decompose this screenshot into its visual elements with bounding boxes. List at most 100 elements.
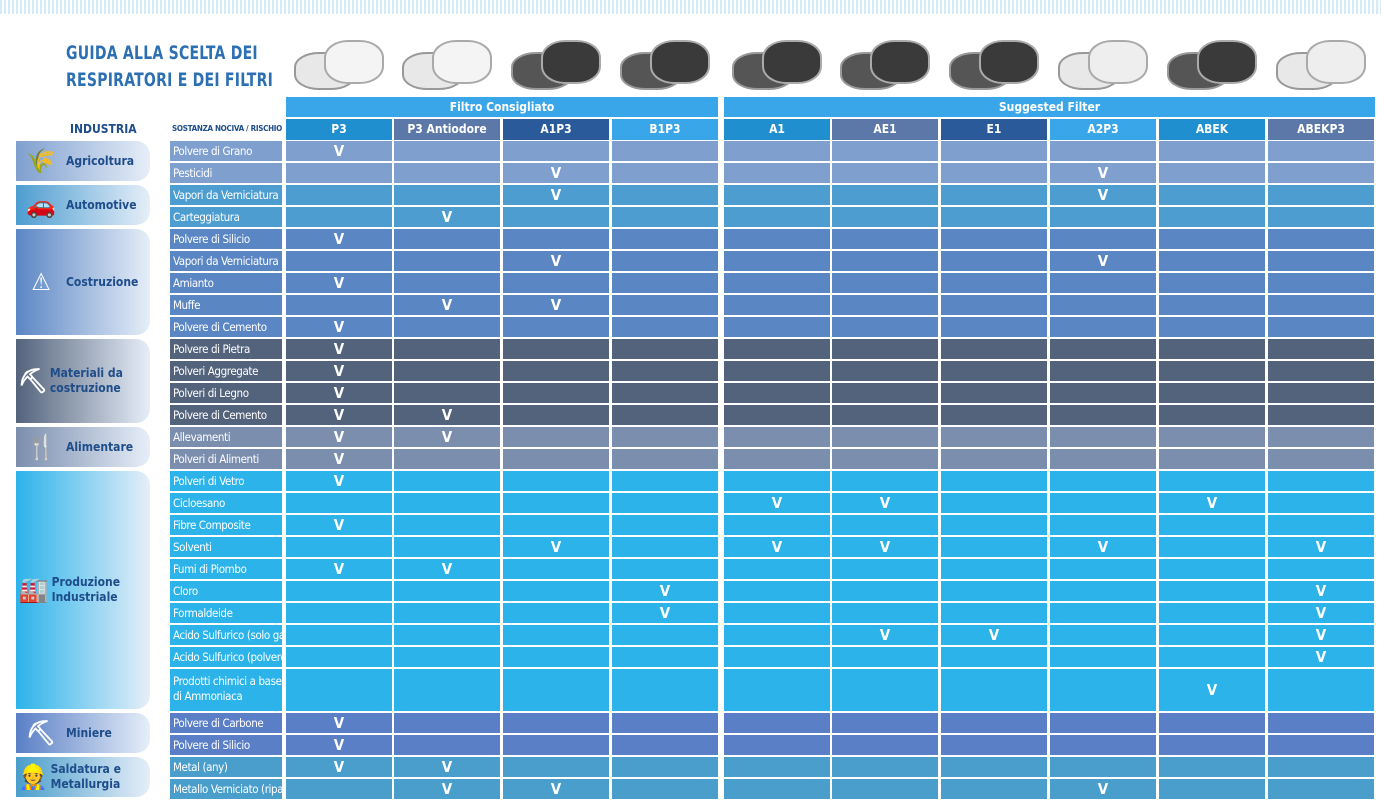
check-cell bbox=[286, 625, 392, 645]
check-cell bbox=[1050, 229, 1156, 249]
check-cell bbox=[503, 361, 609, 381]
check-cell bbox=[1159, 339, 1265, 359]
check-cell: V bbox=[1268, 625, 1374, 645]
check-cell bbox=[724, 559, 830, 579]
check-mark-icon: V bbox=[988, 626, 1000, 644]
check-cell bbox=[1268, 273, 1374, 293]
industry-automotive: 🚗 Automotive bbox=[16, 185, 150, 225]
check-cell bbox=[612, 757, 718, 777]
substance-label: Polvere di Grano bbox=[170, 141, 282, 161]
check-cell: V bbox=[503, 779, 609, 799]
check-mark-icon: V bbox=[333, 560, 345, 578]
check-mark-icon: V bbox=[333, 340, 345, 358]
check-mark-icon: V bbox=[441, 296, 453, 314]
check-cell bbox=[612, 163, 718, 183]
check-cell bbox=[832, 229, 938, 249]
check-cell: V bbox=[286, 559, 392, 579]
check-cell bbox=[1159, 757, 1265, 777]
check-cell bbox=[612, 383, 718, 403]
check-cell bbox=[724, 273, 830, 293]
check-cell bbox=[941, 603, 1047, 623]
industry-name: Agricoltura bbox=[66, 153, 135, 168]
check-cell bbox=[1159, 383, 1265, 403]
substance-label: Polvere di Cemento bbox=[170, 405, 282, 425]
industry-header: INDUSTRIA bbox=[70, 122, 137, 136]
check-cell bbox=[832, 581, 938, 601]
check-cell: V bbox=[503, 295, 609, 315]
substance-label: Pesticidi bbox=[170, 163, 282, 183]
check-cell bbox=[724, 141, 830, 161]
check-cell bbox=[1050, 559, 1156, 579]
column-header-a1: A1 bbox=[724, 119, 830, 140]
check-cell bbox=[1159, 625, 1265, 645]
check-cell bbox=[832, 361, 938, 381]
check-cell bbox=[941, 317, 1047, 337]
check-cell bbox=[724, 405, 830, 425]
check-cell: V bbox=[286, 317, 392, 337]
pickaxe-icon: ⛏ bbox=[25, 719, 57, 747]
substance-label: Metal (any) bbox=[170, 757, 282, 777]
check-mark-icon: V bbox=[771, 538, 783, 556]
check-mark-icon: V bbox=[441, 406, 453, 424]
check-cell bbox=[1050, 449, 1156, 469]
check-cell bbox=[394, 383, 500, 403]
check-cell bbox=[832, 295, 938, 315]
substance-label: Solventi bbox=[170, 537, 282, 557]
check-cell bbox=[612, 537, 718, 557]
check-cell bbox=[1159, 559, 1265, 579]
check-cell bbox=[1050, 515, 1156, 535]
check-cell bbox=[286, 779, 392, 799]
industry-miniere: ⛏ Miniere bbox=[16, 713, 150, 753]
check-cell bbox=[612, 449, 718, 469]
check-cell bbox=[1050, 713, 1156, 733]
check-cell bbox=[1050, 471, 1156, 491]
substance-label: Amianto bbox=[170, 273, 282, 293]
check-cell bbox=[832, 735, 938, 755]
substance-label: Fibre Composite bbox=[170, 515, 282, 535]
industry-name: Miniere bbox=[66, 725, 112, 740]
check-cell bbox=[612, 251, 718, 271]
check-cell bbox=[1268, 515, 1374, 535]
check-mark-icon: V bbox=[1206, 681, 1218, 699]
substance-label: Polveri di Alimenti bbox=[170, 449, 282, 469]
check-cell bbox=[1159, 713, 1265, 733]
check-cell bbox=[1268, 559, 1374, 579]
check-cell bbox=[832, 647, 938, 667]
check-cell bbox=[832, 779, 938, 799]
filter-cartridge-image bbox=[1058, 38, 1148, 90]
check-cell bbox=[1050, 273, 1156, 293]
factory-icon: 🏭 bbox=[18, 576, 49, 604]
check-cell bbox=[1159, 779, 1265, 799]
check-mark-icon: V bbox=[550, 538, 562, 556]
check-cell bbox=[1050, 757, 1156, 777]
check-cell bbox=[612, 779, 718, 799]
substance-label: Metallo Verniciato (riparazioni) bbox=[170, 779, 282, 799]
check-cell: V bbox=[286, 713, 392, 733]
industry-name: Produzione Industriale bbox=[51, 575, 121, 604]
welder-icon: 👷 bbox=[18, 763, 49, 791]
check-cell bbox=[503, 581, 609, 601]
substance-label: Cicloesano bbox=[170, 493, 282, 513]
column-header-p3-antiodore: P3 Antiodore bbox=[394, 119, 500, 140]
check-cell bbox=[503, 515, 609, 535]
check-cell bbox=[832, 207, 938, 227]
check-cell bbox=[941, 581, 1047, 601]
check-cell bbox=[832, 669, 938, 711]
check-cell bbox=[1050, 383, 1156, 403]
check-cell bbox=[941, 735, 1047, 755]
column-header-p3: P3 bbox=[286, 119, 392, 140]
check-cell bbox=[286, 493, 392, 513]
check-cell bbox=[832, 185, 938, 205]
check-cell bbox=[394, 735, 500, 755]
check-cell bbox=[503, 603, 609, 623]
check-cell bbox=[612, 493, 718, 513]
check-cell: V bbox=[286, 339, 392, 359]
check-cell bbox=[1050, 361, 1156, 381]
check-cell bbox=[1159, 251, 1265, 271]
check-cell bbox=[724, 207, 830, 227]
industry-name: Alimentare bbox=[66, 439, 134, 454]
check-mark-icon: V bbox=[333, 736, 345, 754]
check-cell bbox=[286, 647, 392, 667]
check-cell bbox=[1268, 757, 1374, 777]
check-cell: V bbox=[503, 185, 609, 205]
